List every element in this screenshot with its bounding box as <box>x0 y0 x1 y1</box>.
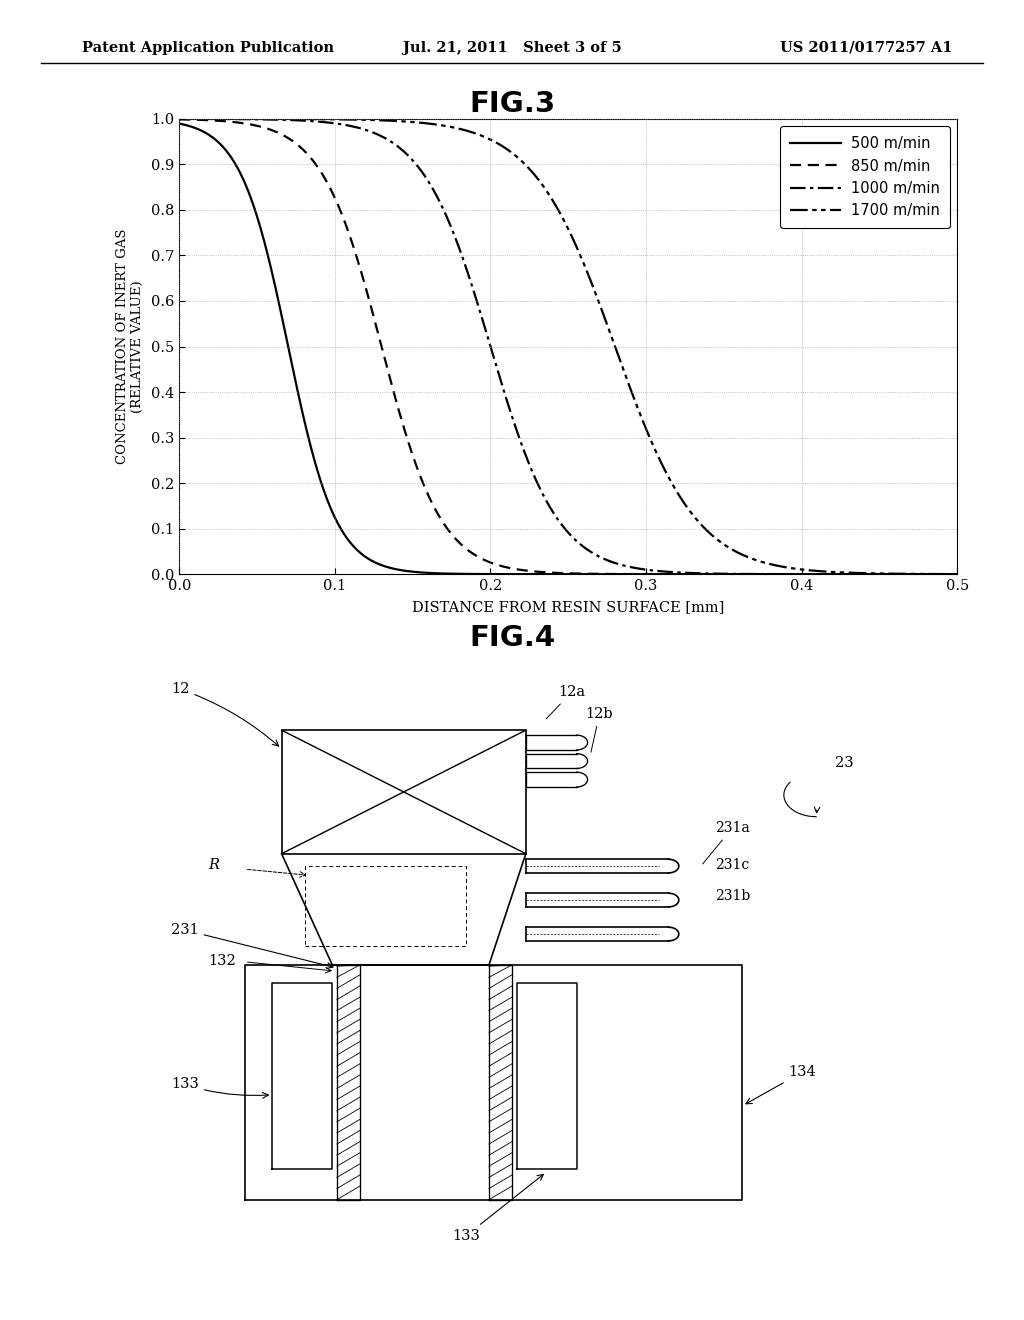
1000 m/min <box>951 566 964 582</box>
500 m/min <box>505 566 517 582</box>
1000 m/min <box>308 114 321 129</box>
Text: 12b: 12b <box>586 706 613 752</box>
Text: FIG.3: FIG.3 <box>469 90 555 117</box>
X-axis label: DISTANCE FROM RESIN SURFACE [mm]: DISTANCE FROM RESIN SURFACE [mm] <box>412 601 725 614</box>
Text: US 2011/0177257 A1: US 2011/0177257 A1 <box>780 41 952 55</box>
1700 m/min <box>308 111 321 127</box>
850 m/min <box>471 549 483 565</box>
Line: 500 m/min: 500 m/min <box>179 124 957 574</box>
Text: 231: 231 <box>171 923 333 969</box>
Text: 12: 12 <box>171 682 279 746</box>
1000 m/min <box>173 111 185 127</box>
Line: 1000 m/min: 1000 m/min <box>179 119 957 574</box>
1000 m/min <box>471 296 483 312</box>
850 m/min <box>308 154 321 170</box>
Text: Patent Application Publication: Patent Application Publication <box>82 41 334 55</box>
Text: 23: 23 <box>835 756 853 771</box>
Text: 133: 133 <box>452 1175 544 1243</box>
1700 m/min <box>262 111 274 127</box>
Text: 132: 132 <box>208 954 236 968</box>
850 m/min <box>262 121 274 137</box>
1700 m/min <box>852 565 864 581</box>
Text: 231a: 231a <box>702 821 750 863</box>
850 m/min <box>951 566 964 582</box>
500 m/min <box>852 566 864 582</box>
Text: 134: 134 <box>745 1065 816 1104</box>
Line: 850 m/min: 850 m/min <box>179 119 957 574</box>
500 m/min <box>471 566 483 582</box>
850 m/min <box>852 566 864 582</box>
Text: FIG.4: FIG.4 <box>469 624 555 652</box>
1700 m/min <box>951 566 964 582</box>
Text: 231c: 231c <box>715 858 749 873</box>
1000 m/min <box>936 566 948 582</box>
Legend: 500 m/min, 850 m/min, 1000 m/min, 1700 m/min: 500 m/min, 850 m/min, 1000 m/min, 1700 m… <box>779 127 950 228</box>
850 m/min <box>936 566 948 582</box>
1700 m/min <box>505 144 517 160</box>
1000 m/min <box>505 407 517 422</box>
500 m/min <box>308 451 321 467</box>
Text: 133: 133 <box>171 1077 268 1098</box>
Y-axis label: CONCENTRATION OF INERT GAS
(RELATIVE VALUE): CONCENTRATION OF INERT GAS (RELATIVE VAL… <box>116 228 144 465</box>
1700 m/min <box>936 566 948 582</box>
1000 m/min <box>852 566 864 582</box>
1700 m/min <box>471 127 483 143</box>
500 m/min <box>951 566 964 582</box>
1700 m/min <box>173 111 185 127</box>
Text: Jul. 21, 2011   Sheet 3 of 5: Jul. 21, 2011 Sheet 3 of 5 <box>402 41 622 55</box>
Text: R: R <box>208 858 219 873</box>
Text: 231b: 231b <box>715 890 750 903</box>
500 m/min <box>262 248 274 264</box>
Text: 12a: 12a <box>546 685 585 719</box>
500 m/min <box>936 566 948 582</box>
Line: 1700 m/min: 1700 m/min <box>179 119 957 574</box>
850 m/min <box>173 111 185 127</box>
1000 m/min <box>262 111 274 127</box>
850 m/min <box>505 561 517 577</box>
500 m/min <box>173 116 185 132</box>
